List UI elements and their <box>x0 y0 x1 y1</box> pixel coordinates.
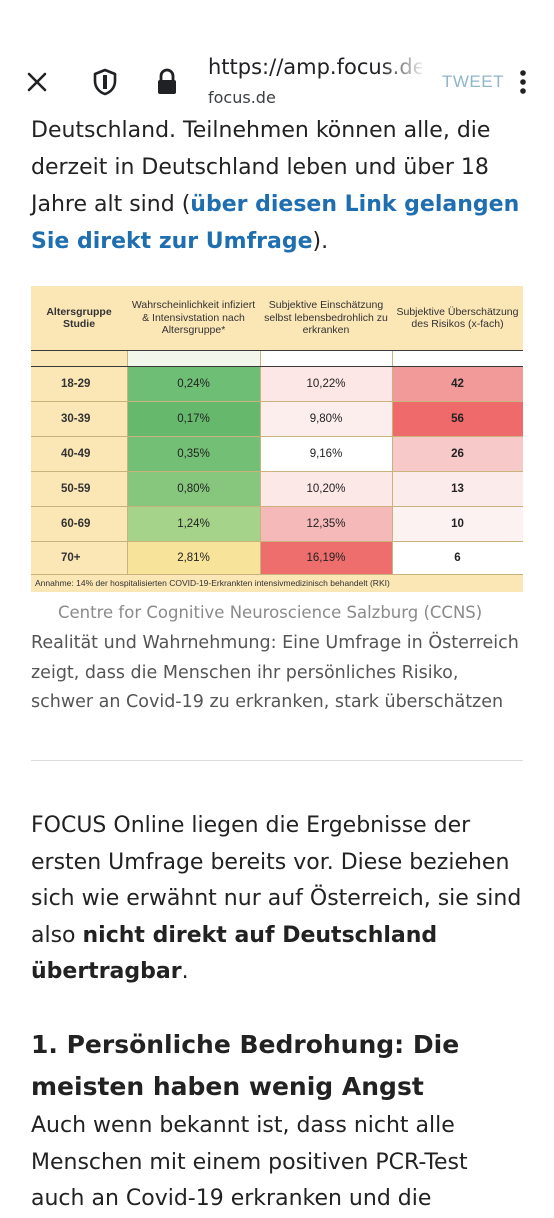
body-text: FOCUS Online liegen die Ergebnisse der e… <box>31 813 522 948</box>
table-cell-over: 10 <box>392 506 523 541</box>
table-row-line <box>31 401 523 402</box>
risk-table-figure: Annahme: 14% der hospitalisierten COVID-… <box>31 286 523 592</box>
table-cell-prob: 0,24% <box>127 366 260 401</box>
table-cell-prob: 0,80% <box>127 471 260 506</box>
intro-line: Jahre alt sind (über diesen Link gelange… <box>31 186 526 223</box>
table-cell-over: 26 <box>392 436 523 471</box>
table-cell-subj: 16,19% <box>260 541 392 574</box>
table-cell-over: 13 <box>392 471 523 506</box>
table-row-line <box>31 471 523 472</box>
table-cell-prob: 1,24% <box>127 506 260 541</box>
table-cell-subj: 10,22% <box>260 366 392 401</box>
table-cell-age: 60-69 <box>31 506 127 541</box>
table-row-line <box>31 574 523 575</box>
table-spacer-cell <box>127 350 260 366</box>
table-cell-prob: 0,35% <box>127 436 260 471</box>
header-probability: Wahrscheinlichkeit infiziert & Intensivs… <box>131 299 256 337</box>
table-cell-age: 50-59 <box>31 471 127 506</box>
url-domain: focus.de <box>208 88 276 107</box>
table-column-line <box>127 350 128 574</box>
table-spacer-cell <box>260 350 392 366</box>
body-paragraph-2: Auch wenn bekannt ist, dass nicht alle M… <box>31 1113 468 1211</box>
intro-text: ). <box>312 229 329 254</box>
table-footnote: Annahme: 14% der hospitalisierten COVID-… <box>35 578 390 588</box>
table-cell-subj: 9,16% <box>260 436 392 471</box>
table-cell-subj: 10,20% <box>260 471 392 506</box>
body-text-end: . <box>181 959 189 984</box>
table-column-line <box>260 350 261 574</box>
table-cell-subj: 9,80% <box>260 401 392 436</box>
intro-line: Deutschland. Teilnehmen können alle, die <box>31 118 491 143</box>
body-bold-text: nicht direkt auf Deutschland übertragbar <box>31 922 438 985</box>
table-cell-over: 56 <box>392 401 523 436</box>
header-age-group: Altersgruppe Studie <box>46 305 112 331</box>
table-cell-prob: 0,17% <box>127 401 260 436</box>
divider <box>31 760 523 761</box>
table-cell-subj: 12,35% <box>260 506 392 541</box>
table-row-line <box>31 350 523 351</box>
browser-toolbar: https://amp.focus.de focus.de TWEET <box>0 0 554 118</box>
table-column-line <box>392 350 393 574</box>
lock-icon[interactable] <box>144 56 190 108</box>
table-cell-over: 42 <box>392 366 523 401</box>
figure-credit: Centre for Cognitive Neuroscience Salzbu… <box>58 603 483 622</box>
intro-line: derzeit in Deutschland leben und über 18 <box>31 155 489 180</box>
table-cell-age: 40-49 <box>31 436 127 471</box>
survey-link[interactable]: über diesen Link gelangen <box>190 192 520 217</box>
header-subjective: Subjektive Einschätzung selbst lebensbed… <box>264 299 388 337</box>
shield-icon[interactable] <box>82 56 128 108</box>
table-row-line <box>31 506 523 507</box>
table-row-line <box>31 436 523 437</box>
intro-text: Jahre alt sind ( <box>31 192 191 217</box>
survey-link-cont[interactable]: Sie direkt zur Umfrage <box>31 229 313 254</box>
figure-caption: Realität und Wahrnehmung: Eine Umfrage i… <box>31 633 519 712</box>
url-fade <box>380 52 426 86</box>
header-overestimation: Subjektive Überschätzung des Risikos (x-… <box>396 305 519 331</box>
more-vert-icon[interactable] <box>508 56 538 108</box>
table-cell-prob: 2,81% <box>127 541 260 574</box>
intro-line: Sie direkt zur Umfrage). <box>31 223 526 260</box>
table-cell-age: 30-39 <box>31 401 127 436</box>
table-row-line <box>31 541 523 542</box>
intro-paragraph: Deutschland. Teilnehmen können alle, die… <box>31 112 526 260</box>
table-cell-age: 18-29 <box>31 366 127 401</box>
tweet-button[interactable]: TWEET <box>442 72 504 91</box>
table-cell-age: 70+ <box>31 541 127 574</box>
body-paragraph: FOCUS Online liegen die Ergebnisse der e… <box>31 808 526 991</box>
table-row-line <box>31 366 523 367</box>
table-spacer-cell <box>392 350 523 366</box>
section-heading: 1. Persönliche Bedrohung: Die meisten ha… <box>31 1030 460 1101</box>
close-icon[interactable] <box>14 56 60 108</box>
table-cell-over: 6 <box>392 541 523 574</box>
